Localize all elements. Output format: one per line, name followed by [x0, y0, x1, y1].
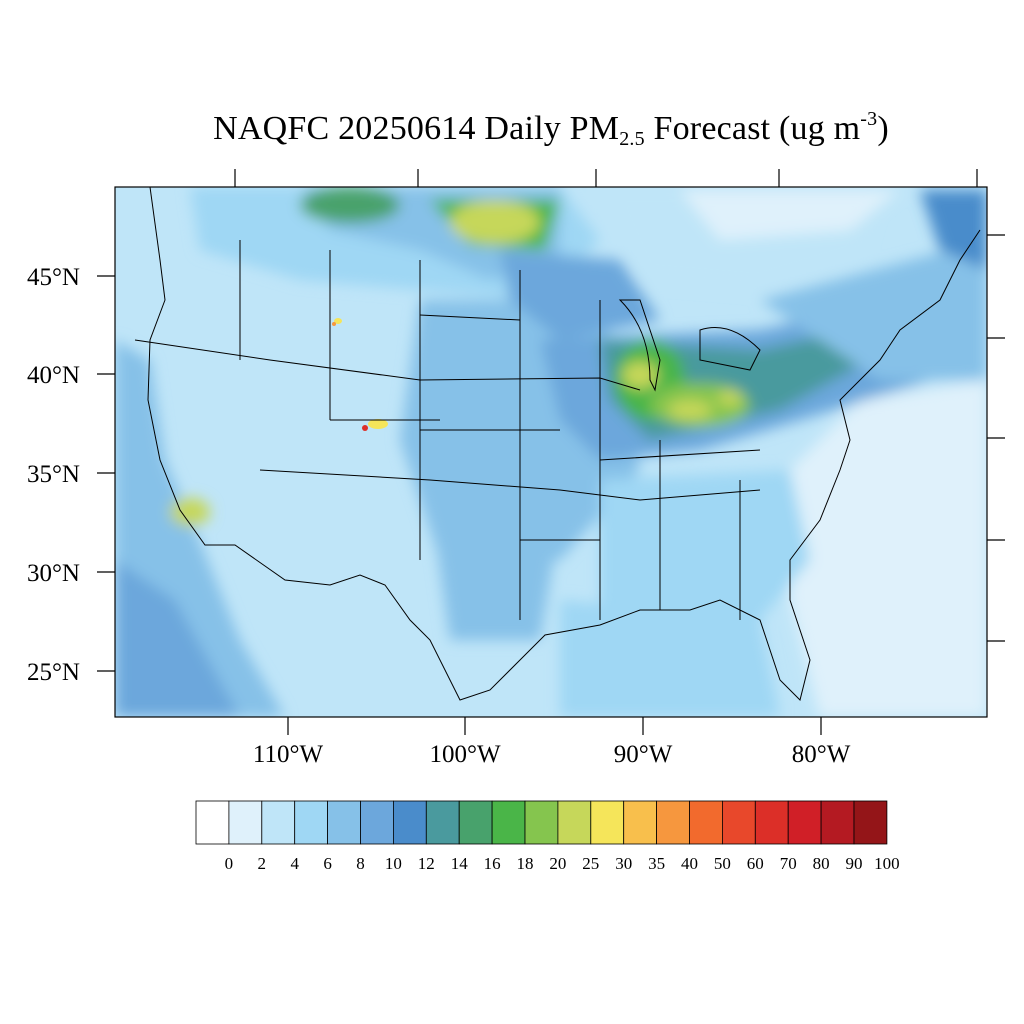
lat-label-45: 45°N — [27, 264, 80, 291]
lat-label-25: 25°N — [27, 659, 80, 686]
colorbar-labels: 0 2 4 6 8 10 12 14 16 18 20 25 30 35 40 50 60 70 80 90 100 — [225, 854, 900, 873]
lat-label-40: 40°N — [27, 362, 80, 389]
colorbar-label: 35 — [648, 854, 665, 873]
colorbar-label: 40 — [681, 854, 698, 873]
atlantic-field — [790, 380, 987, 717]
colorbar-label: 25 — [582, 854, 599, 873]
lon-label-110w: 110°W — [253, 741, 324, 768]
state-line-4 — [330, 314, 761, 541]
northeast-field — [760, 240, 987, 380]
colorbar-box — [820, 800, 855, 845]
state-line-2 — [259, 469, 761, 501]
colorbar-label: 90 — [846, 854, 863, 873]
colorbar-box — [787, 800, 822, 845]
colorbar-box — [656, 800, 690, 845]
coastline — [147, 187, 981, 701]
colorbar-label: 20 — [549, 854, 566, 873]
wyoming-fire-hotspot — [334, 318, 342, 324]
colorado-fire-core — [362, 425, 368, 431]
colorbar-box — [623, 800, 658, 845]
lon-label-90w: 90°W — [614, 741, 673, 768]
concentration-field — [115, 187, 987, 717]
colorbar-label: 30 — [615, 854, 632, 873]
colorbar-box — [853, 800, 888, 845]
colorbar-label: 0 — [225, 854, 234, 873]
colorbar-label: 100 — [874, 854, 900, 873]
socal-plume — [170, 498, 210, 526]
colorado-fire-hotspot — [368, 419, 388, 429]
colorbar-box — [524, 800, 559, 845]
colorbar-label: 8 — [356, 854, 365, 873]
montana-plume — [300, 187, 400, 223]
colorbar-box — [360, 800, 394, 845]
wyoming-fire-core — [332, 322, 336, 326]
state-borders — [134, 187, 981, 701]
colorbar-label: 16 — [484, 854, 501, 873]
illinois-core — [622, 361, 658, 389]
colorbar-label: 10 — [385, 854, 402, 873]
colorbar-box — [261, 800, 296, 845]
colorbar-box — [557, 800, 592, 845]
colorbar-label: 2 — [258, 854, 267, 873]
lon-label-100w: 100°W — [429, 741, 500, 768]
map-frame — [114, 186, 988, 718]
gulf-field — [560, 600, 780, 717]
colorbar-label: 60 — [747, 854, 764, 873]
colorbar-label: 4 — [290, 854, 299, 873]
tick-marks — [97, 169, 1005, 735]
ohio-core — [718, 390, 742, 406]
quebec-field — [920, 190, 987, 270]
colorbar-box — [491, 800, 526, 845]
colorbar-box — [458, 800, 493, 845]
indiana-core — [668, 400, 712, 420]
colorbar-box — [228, 800, 263, 845]
colorbar-box — [294, 800, 329, 845]
colorbar-box — [590, 800, 625, 845]
colorbar-label: 14 — [451, 854, 469, 873]
colorbar-box — [392, 800, 427, 845]
colorbar — [195, 800, 888, 845]
colorbar-box — [722, 800, 756, 845]
manitoba-core — [450, 200, 540, 244]
colorbar-label: 12 — [418, 854, 435, 873]
map-panel: 45°N 40°N 35°N 30°N 25°N 110°W 100°W 90°… — [27, 169, 1005, 768]
lat-label-30: 30°N — [27, 560, 80, 587]
lat-label-35: 35°N — [27, 461, 80, 488]
colorbar-box — [327, 800, 361, 845]
lake-michigan — [618, 299, 661, 392]
southeast-field — [600, 470, 810, 620]
colorbar-box — [754, 800, 789, 845]
colorbar-label: 50 — [714, 854, 731, 873]
pacific-high-field — [115, 560, 240, 717]
colorbar-label: 6 — [323, 854, 332, 873]
colorbar-box — [425, 800, 460, 845]
texas-field — [430, 500, 560, 640]
lake-erie-huron — [699, 327, 761, 371]
colorbar-label: 70 — [780, 854, 797, 873]
ontario-field — [680, 190, 900, 240]
colorbar-label: 80 — [813, 854, 830, 873]
colorbar-box — [689, 800, 723, 845]
map-title: NAQFC 20250614 Daily PM2.5 Forecast (ug … — [213, 108, 889, 150]
lon-label-80w: 80°W — [792, 741, 851, 768]
colorbar-box — [195, 800, 230, 845]
upper-midwest-field — [500, 250, 660, 340]
colorbar-label: 18 — [517, 854, 534, 873]
